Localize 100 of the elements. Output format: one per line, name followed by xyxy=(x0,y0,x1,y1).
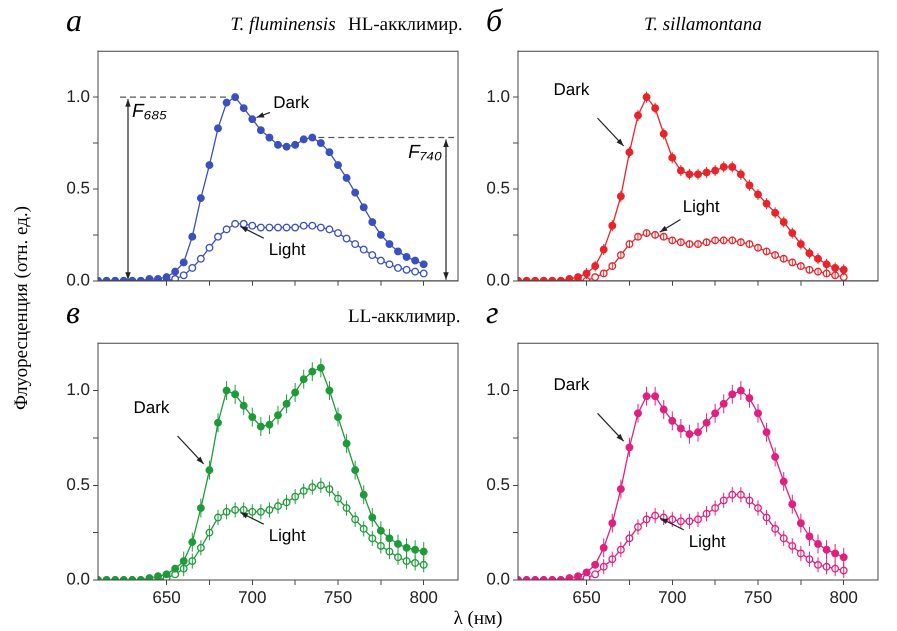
point xyxy=(342,234,351,243)
annotation: Dark xyxy=(133,397,170,420)
text: LL-акклимир. xyxy=(348,306,461,328)
annotation: Light xyxy=(268,238,306,261)
point xyxy=(188,232,196,241)
point xyxy=(351,240,360,248)
point xyxy=(171,275,180,281)
text: HL-акклимир. xyxy=(348,14,463,36)
point xyxy=(231,93,240,102)
y-tick-label: 1.0 xyxy=(66,380,90,400)
point xyxy=(256,126,265,134)
annotation: Light xyxy=(682,196,720,218)
point xyxy=(274,140,282,149)
annotation: Dark xyxy=(553,374,590,396)
point xyxy=(248,115,256,124)
y-tick-label: 0.0 xyxy=(486,570,510,589)
x-tick-label: 650 xyxy=(572,588,601,607)
point xyxy=(840,273,848,281)
x-tick-label: 700 xyxy=(658,588,686,607)
point xyxy=(222,225,231,234)
point xyxy=(376,256,385,265)
point xyxy=(231,220,240,228)
y-tick-label: 0.5 xyxy=(66,474,90,494)
x-tick-label: 650 xyxy=(152,588,181,607)
chart-title: г xyxy=(486,294,498,330)
point xyxy=(248,222,256,230)
y-tick-label: 0.0 xyxy=(66,270,90,290)
y-tick-label: 0.0 xyxy=(486,270,510,290)
point xyxy=(411,256,420,265)
point xyxy=(282,224,291,232)
point xyxy=(325,225,334,234)
y-tick-label: 0.0 xyxy=(66,570,90,589)
point xyxy=(591,273,600,281)
point xyxy=(342,174,351,182)
point xyxy=(360,246,368,254)
y-tick-label: 0.5 xyxy=(486,178,510,198)
y-tick-label: 0.5 xyxy=(66,178,90,198)
chart-title: б xyxy=(486,2,502,38)
point xyxy=(171,564,180,573)
point xyxy=(420,270,428,278)
point xyxy=(180,271,188,280)
point xyxy=(291,224,300,232)
chart-title: в xyxy=(66,294,80,330)
x-tick-label: 750 xyxy=(324,588,352,607)
point xyxy=(591,560,600,569)
point xyxy=(394,247,402,256)
annotation: Light xyxy=(688,530,726,553)
point xyxy=(291,140,300,149)
point xyxy=(282,142,291,151)
point xyxy=(368,251,376,260)
ref-line-label: F₇₄₀ xyxy=(408,142,442,164)
point xyxy=(196,254,205,263)
x-tick-label: 700 xyxy=(238,588,266,607)
point xyxy=(240,104,248,112)
chart-subtitle: T. sillamontana xyxy=(643,14,763,36)
point xyxy=(376,230,385,239)
point xyxy=(582,568,591,576)
chart-subtitle: T. fluminensis xyxy=(230,14,336,35)
point xyxy=(351,188,360,197)
point xyxy=(205,244,214,252)
y-tick-label: 1.0 xyxy=(486,86,510,106)
y-tick-label: 0.5 xyxy=(486,474,510,494)
x-axis-title: λ (нм) xyxy=(454,608,502,630)
point xyxy=(308,222,316,230)
point xyxy=(402,252,411,261)
point xyxy=(591,570,600,578)
point xyxy=(420,260,428,268)
y-tick-label: 1.0 xyxy=(66,86,90,106)
point xyxy=(188,264,196,272)
point xyxy=(265,224,274,232)
point xyxy=(300,222,308,230)
point xyxy=(240,220,248,228)
point xyxy=(360,203,368,212)
point xyxy=(205,161,214,170)
point xyxy=(394,264,402,272)
x-tick-label: 800 xyxy=(830,588,858,607)
point xyxy=(256,224,265,232)
point xyxy=(308,134,316,142)
x-tick-label: 800 xyxy=(410,588,438,607)
point xyxy=(574,273,582,281)
point xyxy=(385,260,394,268)
y-tick-label: 1.0 xyxy=(486,380,510,400)
y-axis-title: Флуоресценция (отн. ед.) xyxy=(11,206,33,410)
annotation: Dark xyxy=(273,92,310,114)
point xyxy=(274,224,282,232)
annotation: Dark xyxy=(553,79,590,102)
point xyxy=(222,98,231,107)
point xyxy=(196,194,205,202)
point xyxy=(334,229,342,237)
point xyxy=(300,135,308,144)
point xyxy=(411,268,420,276)
point xyxy=(368,218,376,226)
point xyxy=(214,124,222,132)
point xyxy=(334,161,342,170)
point xyxy=(171,268,180,276)
point xyxy=(162,570,171,578)
point xyxy=(385,240,394,248)
annotation: Light xyxy=(268,524,306,547)
point xyxy=(316,139,325,147)
x-tick-label: 750 xyxy=(744,588,772,607)
